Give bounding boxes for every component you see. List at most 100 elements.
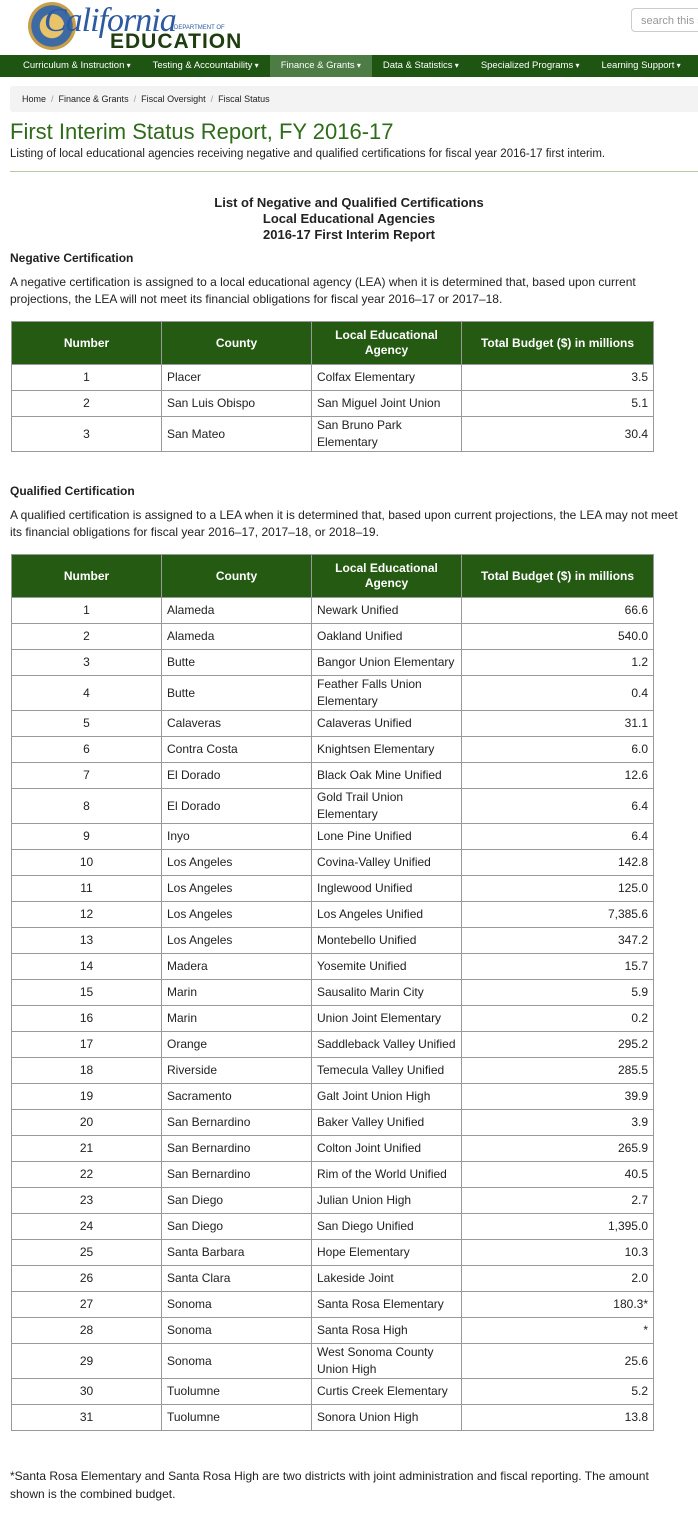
- table-cell: 10: [11, 849, 162, 876]
- table-cell: Los Angeles: [161, 901, 312, 928]
- table-cell: Alameda: [161, 597, 312, 624]
- table-cell: Knightsen Elementary: [311, 736, 462, 763]
- table-cell: 295.2: [461, 1031, 654, 1058]
- table-cell: 16: [11, 1005, 162, 1032]
- table-cell: Marin: [161, 979, 312, 1006]
- table-cell: Tuolumne: [161, 1378, 312, 1405]
- nav-item[interactable]: Curriculum & Instruction: [12, 55, 142, 77]
- table-cell: 12.6: [461, 762, 654, 789]
- table-cell: 5.2: [461, 1378, 654, 1405]
- table-row: 11 Los Angeles Inglewood Unified 125.0: [11, 875, 654, 902]
- nav-item[interactable]: Specialized Programs: [470, 55, 591, 77]
- header-row: Number County Local Educational Agency Tota…: [11, 554, 654, 598]
- logo-text: California: [44, 2, 177, 39]
- nav-item[interactable]: Finance & Grants: [269, 55, 372, 77]
- table-cell: San Diego: [161, 1213, 312, 1240]
- table-row: 16 Marin Union Joint Elementary 0.2: [11, 1005, 654, 1032]
- table-cell: 14: [11, 953, 162, 980]
- table-cell: 3.9: [461, 1109, 654, 1136]
- table-row: 2 San Luis Obispo San Miguel Joint Union 5.…: [11, 390, 654, 417]
- table-cell: Bangor Union Elementary: [311, 649, 462, 676]
- breadcrumb-item[interactable]: Finance & Grants: [58, 94, 129, 104]
- table-cell: Inglewood Unified: [311, 875, 462, 902]
- table-row: 17 Orange Saddleback Valley Unified 295.2: [11, 1031, 654, 1058]
- table-cell: 30: [11, 1378, 162, 1405]
- table-cell: 0.2: [461, 1005, 654, 1032]
- column-header: Local Educational Agency: [311, 321, 462, 365]
- table-cell: 39.9: [461, 1083, 654, 1110]
- table-cell: Sonoma: [161, 1343, 312, 1379]
- table-cell: 7: [11, 762, 162, 789]
- table-cell: 26: [11, 1265, 162, 1292]
- table-cell: San Mateo: [161, 416, 312, 452]
- table-row: 23 San Diego Julian Union High 2.7: [11, 1187, 654, 1214]
- table-cell: 5: [11, 710, 162, 737]
- table-cell: Inyo: [161, 823, 312, 850]
- logo-text: DEPARTMENT OF: [174, 25, 225, 31]
- table-cell: Temecula Valley Unified: [311, 1057, 462, 1084]
- table-cell: 24: [11, 1213, 162, 1240]
- column-header: County: [161, 321, 312, 365]
- table-cell: 5.9: [461, 979, 654, 1006]
- table-cell: Santa Clara: [161, 1265, 312, 1292]
- table-cell: Rim of the World Unified: [311, 1161, 462, 1188]
- breadcrumb: Home / Finance & Grants / Fiscal Oversight / F…: [10, 86, 698, 112]
- table-cell: 31.1: [461, 710, 654, 737]
- table-cell: West Sonoma County Union High: [311, 1343, 462, 1379]
- table-cell: Santa Rosa High: [311, 1317, 462, 1344]
- table-cell: Baker Valley Unified: [311, 1109, 462, 1136]
- table-cell: 1: [11, 364, 162, 391]
- table-cell: Lone Pine Unified: [311, 823, 462, 850]
- table-cell: 66.6: [461, 597, 654, 624]
- table-cell: 2: [11, 623, 162, 650]
- nav-item[interactable]: Learning Support: [590, 55, 691, 77]
- separator: /: [210, 94, 214, 104]
- table-cell: 4: [11, 675, 162, 711]
- table-cell: Julian Union High: [311, 1187, 462, 1214]
- report-heading-line: Local Educational Agencies: [262, 211, 436, 226]
- table-row: 15 Marin Sausalito Marin City 5.9: [11, 979, 654, 1006]
- table-cell: 6.0: [461, 736, 654, 763]
- section: Qualified Certification A qualified certi…: [10, 484, 690, 1431]
- table-cell: 29: [11, 1343, 162, 1379]
- table-cell: Hope Elementary: [311, 1239, 462, 1266]
- table-cell: 31: [11, 1404, 162, 1431]
- table-cell: Yosemite Unified: [311, 953, 462, 980]
- table-row: 1 Placer Colfax Elementary 3.5: [11, 364, 654, 391]
- nav-bar: Curriculum & InstructionTesting & Accoun…: [0, 55, 698, 77]
- breadcrumb-item[interactable]: Home: [22, 94, 47, 104]
- table-row: 14 Madera Yosemite Unified 15.7: [11, 953, 654, 980]
- table-row: 29 Sonoma West Sonoma County Union High 25.…: [11, 1343, 654, 1379]
- table-cell: Contra Costa: [161, 736, 312, 763]
- column-header: Number: [11, 554, 162, 598]
- table-row: 1 Alameda Newark Unified 66.6: [11, 597, 654, 624]
- table-cell: 6.4: [461, 788, 654, 824]
- divider: [10, 171, 698, 172]
- table-row: 27 Sonoma Santa Rosa Elementary 180.3*: [11, 1291, 654, 1318]
- section-heading: Negative Certification: [10, 251, 134, 265]
- search-input[interactable]: search this s: [631, 8, 698, 32]
- table-row: 30 Tuolumne Curtis Creek Elementary 5.2: [11, 1378, 654, 1405]
- nav-item[interactable]: Testing & Accountability: [142, 55, 270, 77]
- report-heading-line: 2016-17 First Interim Report: [263, 227, 435, 242]
- table-cell: Sonoma: [161, 1317, 312, 1344]
- logo[interactable]: California DEPARTMENT OF EDUCATION: [14, 0, 244, 54]
- nav-item[interactable]: Data & Statistics: [372, 55, 470, 77]
- table-cell: 6.4: [461, 823, 654, 850]
- table-cell: Tuolumne: [161, 1404, 312, 1431]
- table-cell: Madera: [161, 953, 312, 980]
- breadcrumb-item[interactable]: Fiscal Oversight: [141, 94, 206, 104]
- separator: /: [51, 94, 54, 104]
- table-cell: El Dorado: [161, 788, 312, 824]
- table-cell: 28: [11, 1317, 162, 1344]
- section-description: A negative certification is assigned to …: [10, 275, 636, 306]
- table-cell: 21: [11, 1135, 162, 1162]
- table-cell: 13.8: [461, 1404, 654, 1431]
- table-cell: 540.0: [461, 623, 654, 650]
- table-cell: Placer: [161, 364, 312, 391]
- table-cell: 15: [11, 979, 162, 1006]
- table-cell: 285.5: [461, 1057, 654, 1084]
- table-cell: Los Angeles: [161, 849, 312, 876]
- table-row: 25 Santa Barbara Hope Elementary 10.3: [11, 1239, 654, 1266]
